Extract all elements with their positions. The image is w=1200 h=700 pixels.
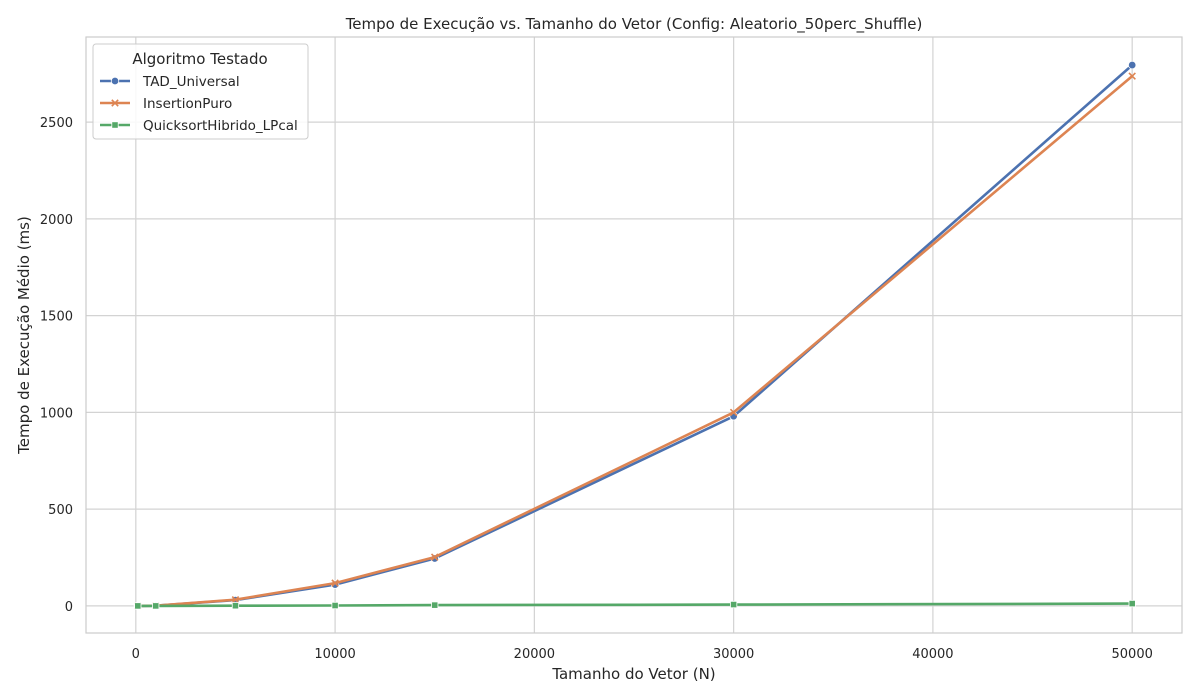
y-axis-label: Tempo de Execução Médio (ms)	[15, 216, 33, 455]
legend-label: QuicksortHibrido_LPcal	[143, 118, 298, 134]
marker-stroke	[729, 408, 738, 417]
legend: Algoritmo Testado TAD_Universal Insertion…	[92, 43, 309, 140]
marker-stroke	[430, 553, 439, 561]
data-point	[430, 553, 439, 561]
y-tick-label: 2500	[40, 116, 73, 131]
x-tick-label: 0	[132, 647, 140, 662]
series-line	[137, 75, 1134, 608]
legend-items: TAD_Universal InsertionPuro QuicksortHibri…	[100, 74, 298, 134]
tick-labels: 0 10000 20000 30000 40000 50000 0 500 1000 1500 20…	[40, 116, 1153, 662]
y-tick-label: 0	[65, 600, 73, 615]
data-point	[730, 600, 738, 609]
data-point	[431, 601, 439, 609]
series-InsertionPuro	[134, 72, 1136, 610]
data-point	[1128, 599, 1136, 608]
x-tick-label: 50000	[1112, 647, 1153, 662]
chart-title: Tempo de Execução vs. Tamanho do Vetor (…	[345, 15, 923, 34]
legend-item: QuicksortHibrido_LPcal	[100, 118, 298, 134]
legend-swatch-marker	[111, 121, 119, 129]
data-point	[134, 602, 142, 610]
marker-stroke	[1128, 72, 1136, 80]
y-tick-label: 1500	[40, 310, 73, 325]
x-tick-label: 10000	[314, 647, 355, 662]
legend-swatch-marker	[111, 99, 119, 107]
data-point	[1128, 72, 1136, 80]
y-tick-label: 500	[48, 503, 73, 518]
x-tick-label: 40000	[912, 647, 953, 662]
legend-label: InsertionPuro	[143, 96, 232, 112]
legend-box	[92, 43, 309, 140]
data-point	[231, 602, 240, 610]
x-axis-label: Tamanho do Vetor (N)	[551, 665, 715, 683]
series	[133, 60, 1137, 611]
legend-label: TAD_Universal	[142, 74, 240, 90]
series-line	[137, 64, 1134, 608]
x-tick-label: 30000	[713, 647, 754, 662]
data-point	[331, 601, 339, 610]
y-tick-label: 1000	[40, 406, 73, 421]
marker-stroke	[331, 579, 339, 587]
legend-item: TAD_Universal	[100, 74, 240, 90]
data-point	[729, 408, 738, 417]
marker-stroke	[231, 595, 240, 604]
series-TAD_Universal	[133, 60, 1137, 611]
legend-item: InsertionPuro	[100, 96, 232, 112]
data-point	[331, 579, 339, 587]
legend-swatch-marker	[110, 76, 120, 86]
legend-title: Algoritmo Testado	[132, 50, 267, 68]
data-point	[1127, 60, 1137, 70]
marker-stroke	[111, 99, 119, 107]
data-point	[152, 602, 160, 610]
x-tick-label: 20000	[514, 647, 555, 662]
series-QuicksortHibrido_LPcal	[134, 599, 1136, 610]
plot-frame	[85, 36, 1183, 634]
y-tick-label: 2000	[40, 213, 73, 228]
data-point	[231, 595, 240, 604]
